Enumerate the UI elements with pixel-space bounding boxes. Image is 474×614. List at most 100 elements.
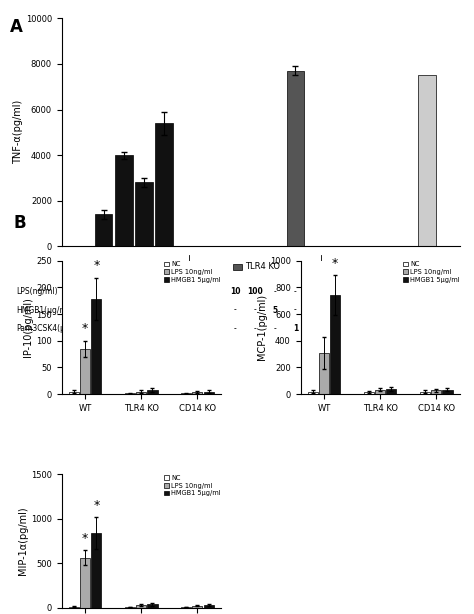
FancyBboxPatch shape: [233, 264, 242, 270]
Bar: [136, 605, 146, 608]
Text: -: -: [234, 306, 237, 314]
Bar: [115, 155, 133, 246]
Bar: [136, 392, 146, 394]
Y-axis label: MIP-1α(pg/ml): MIP-1α(pg/ml): [18, 507, 28, 575]
Text: -: -: [385, 306, 388, 314]
Text: -: -: [365, 324, 368, 333]
Text: -: -: [426, 306, 428, 314]
FancyBboxPatch shape: [365, 264, 374, 270]
Text: HMGB1(μg/ml): HMGB1(μg/ml): [16, 306, 72, 314]
Text: Pam3CSK4(μg/ml): Pam3CSK4(μg/ml): [16, 324, 85, 333]
Bar: [91, 533, 101, 608]
Text: WT: WT: [114, 262, 127, 271]
Bar: [147, 604, 157, 608]
Text: -: -: [82, 324, 85, 333]
Legend: NC, LPS 10ng/ml, HMGB1 5μg/ml: NC, LPS 10ng/ml, HMGB1 5μg/ml: [403, 262, 460, 282]
Text: -: -: [142, 324, 145, 333]
Text: B: B: [14, 214, 27, 232]
Bar: [442, 389, 453, 394]
Text: -: -: [345, 324, 348, 333]
Text: *: *: [82, 322, 88, 335]
Text: -: -: [274, 287, 277, 297]
Legend: NC, LPS 10ng/ml, HMGB1 5μg/ml: NC, LPS 10ng/ml, HMGB1 5μg/ml: [164, 262, 221, 282]
Legend: NC, LPS 10ng/ml, HMGB1 5μg/ml: NC, LPS 10ng/ml, HMGB1 5μg/ml: [164, 475, 221, 496]
Text: -: -: [82, 306, 85, 314]
Text: -: -: [345, 306, 348, 314]
Bar: [418, 76, 436, 246]
Text: -: -: [82, 287, 85, 297]
Bar: [80, 349, 90, 394]
Text: -: -: [163, 306, 165, 314]
Text: 1: 1: [293, 324, 298, 333]
Bar: [155, 123, 173, 246]
Text: 5: 5: [141, 306, 146, 314]
Text: -: -: [254, 306, 256, 314]
Text: 100: 100: [247, 287, 263, 297]
Bar: [203, 392, 214, 394]
Bar: [192, 605, 202, 608]
Bar: [125, 607, 135, 608]
Bar: [69, 392, 79, 394]
Bar: [80, 558, 90, 608]
Bar: [91, 299, 101, 394]
Text: TLR4 KO: TLR4 KO: [245, 262, 280, 271]
Text: -: -: [163, 287, 165, 297]
Text: LPS(ng/ml): LPS(ng/ml): [16, 287, 57, 297]
Text: -: -: [214, 324, 217, 333]
Bar: [135, 182, 153, 246]
Text: 5: 5: [273, 306, 278, 314]
Bar: [125, 393, 135, 394]
Text: -: -: [254, 324, 256, 333]
Y-axis label: TNF-α(pg/ml): TNF-α(pg/ml): [13, 100, 23, 165]
Bar: [375, 389, 385, 394]
Bar: [386, 389, 396, 394]
Text: -: -: [102, 306, 105, 314]
Bar: [420, 392, 430, 394]
Text: 100: 100: [116, 287, 132, 297]
Bar: [319, 353, 329, 394]
Bar: [69, 607, 79, 608]
Text: -: -: [142, 287, 145, 297]
Bar: [147, 390, 157, 394]
Text: -: -: [122, 306, 125, 314]
Text: 1: 1: [424, 324, 429, 333]
Text: -: -: [405, 324, 408, 333]
Text: *: *: [93, 259, 100, 273]
Text: -: -: [294, 306, 297, 314]
Text: 10: 10: [230, 287, 240, 297]
Y-axis label: MCP-1(pg/ml): MCP-1(pg/ml): [257, 294, 267, 360]
Text: 1: 1: [161, 324, 166, 333]
Text: -: -: [214, 287, 217, 297]
Text: *: *: [93, 499, 100, 511]
Bar: [95, 214, 112, 246]
Text: -: -: [122, 324, 125, 333]
Text: 100: 100: [379, 287, 394, 297]
Text: -: -: [426, 287, 428, 297]
Text: -: -: [365, 306, 368, 314]
Text: 10: 10: [99, 287, 109, 297]
Bar: [431, 390, 441, 394]
Bar: [203, 605, 214, 608]
Bar: [192, 392, 202, 394]
FancyBboxPatch shape: [102, 264, 110, 270]
Text: *: *: [332, 257, 338, 270]
Bar: [308, 392, 318, 394]
Text: 10: 10: [361, 287, 372, 297]
Text: CD14 KO: CD14 KO: [377, 262, 414, 271]
Bar: [287, 71, 304, 246]
Y-axis label: IP-10(pg/ml): IP-10(pg/ml): [23, 298, 33, 357]
Text: -: -: [345, 287, 348, 297]
Text: -: -: [274, 324, 277, 333]
Text: -: -: [405, 287, 408, 297]
Text: -: -: [294, 287, 297, 297]
Bar: [181, 393, 191, 394]
Text: *: *: [82, 532, 88, 545]
Bar: [330, 295, 340, 394]
Text: -: -: [214, 306, 217, 314]
Text: -: -: [385, 324, 388, 333]
Text: -: -: [234, 324, 237, 333]
Text: -: -: [102, 324, 105, 333]
Bar: [181, 607, 191, 608]
Text: A: A: [10, 18, 23, 36]
Bar: [364, 392, 374, 394]
